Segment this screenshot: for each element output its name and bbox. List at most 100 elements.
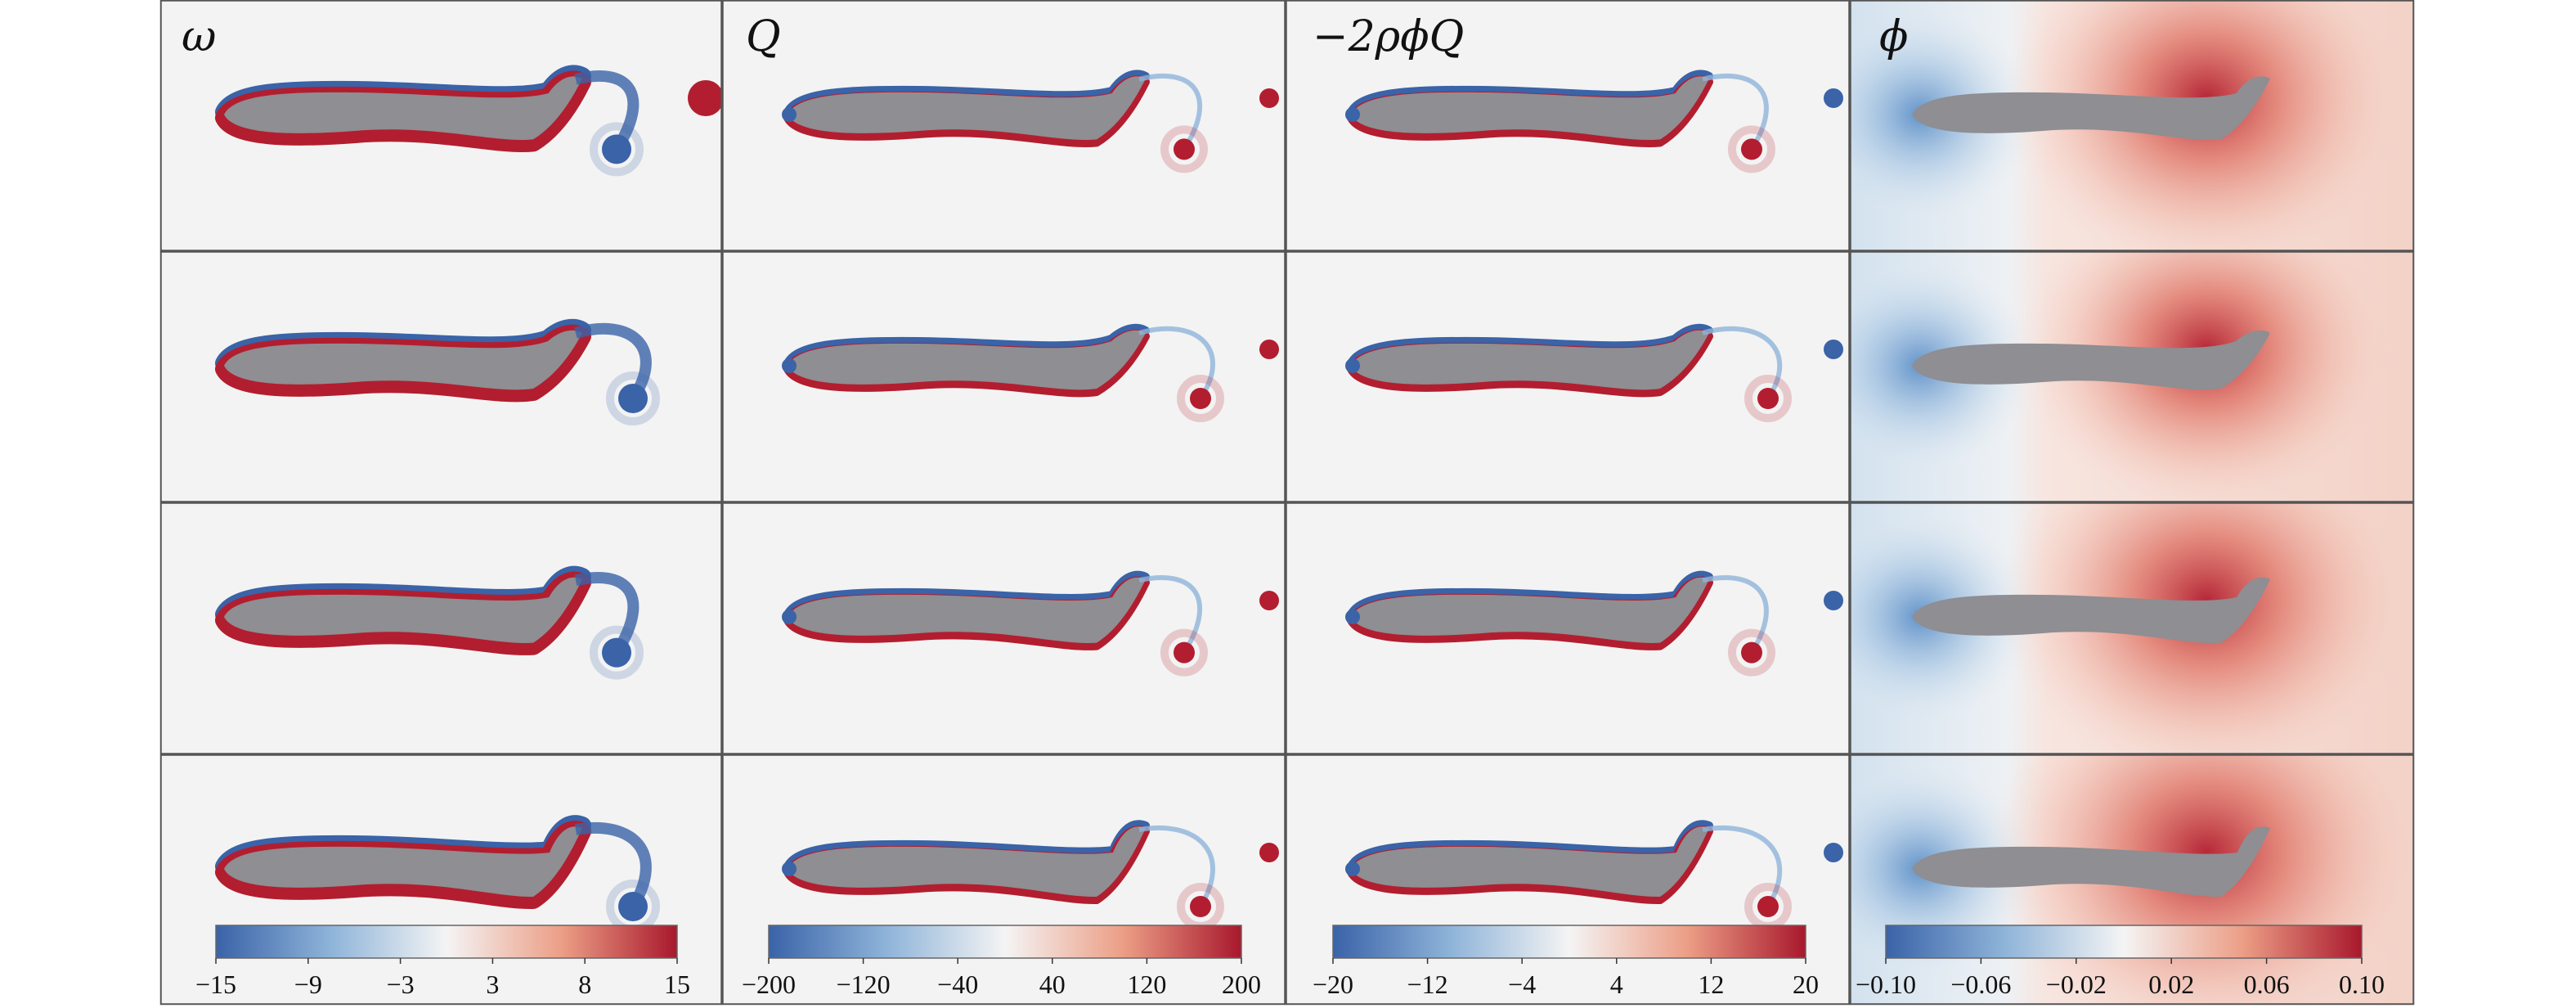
airfoil-body: [788, 330, 1146, 390]
shed-vortex: [618, 384, 648, 413]
leading-edge-spot: [1345, 862, 1360, 876]
colorbar-ramp: [215, 925, 678, 959]
colorbar-tick-label: 12: [1698, 970, 1724, 999]
colorbar-tick-label: −4: [1508, 970, 1536, 999]
airfoil-body: [224, 76, 582, 141]
airfoil-body: [1351, 330, 1709, 390]
colorbar-tick-label: 0.02: [2148, 970, 2194, 999]
colorbar-tick-label: −3: [387, 970, 415, 999]
shed-vortex: [1741, 641, 1762, 664]
colorbar-tick-label: 4: [1610, 970, 1623, 999]
downstream-vortex: [1259, 591, 1279, 610]
panel-c3-r2: [1285, 250, 1851, 503]
panel-frame: [159, 0, 723, 252]
shed-vortex: [1757, 388, 1779, 409]
shed-vortex: [1174, 138, 1195, 160]
panel-c2-r2: [721, 250, 1286, 503]
downstream-vortex: [1259, 843, 1279, 862]
wake-sheet: [1702, 74, 1769, 151]
panel-c4-r3: [1849, 502, 2415, 755]
column-titles: ω Q −2ρϕQ ϕ: [182, 12, 1908, 61]
colorbar-tick-label: −9: [294, 970, 322, 999]
airfoil-body: [1912, 577, 2270, 643]
panel-c1-r3: [159, 502, 723, 755]
shed-vortex-halo: [1160, 628, 1208, 677]
wake-sheet: [1138, 825, 1215, 908]
panel-c1-r4: [159, 754, 723, 1006]
downstream-vortex: [1824, 843, 1843, 862]
downstream-vortex: [1824, 88, 1843, 108]
colorbar-vorticity: −15 −9 −3 3 8 15: [195, 925, 690, 999]
panel-c3-r3: [1285, 502, 1851, 755]
colorbars: −15 −9 −3 3 8 15 −200 −120 −40 40 120 200 −20 −12 −4 4 1…: [195, 925, 2385, 999]
shed-vortex: [602, 134, 631, 164]
shed-vortex-halo: [1177, 375, 1224, 422]
leading-edge-spot: [1345, 610, 1360, 624]
panel-c1-r2: [159, 250, 723, 503]
panel-frame: [1285, 0, 1851, 252]
panel-frame: [721, 754, 1286, 1006]
colorbar-tick-label: −15: [195, 970, 236, 999]
airfoil-body: [788, 577, 1146, 643]
colorbar-tick-label: −0.02: [2046, 970, 2107, 999]
wake-sheet: [574, 322, 652, 402]
panel-frame: [721, 250, 1286, 503]
panel-frame: [159, 754, 723, 1006]
wake-sheet: [1702, 326, 1783, 400]
panel-frame: [1285, 250, 1851, 503]
leading-edge-spot: [782, 107, 797, 122]
airfoil-body: [788, 76, 1146, 141]
airfoil-body: [224, 577, 582, 643]
colorbar-tick-label: 40: [1039, 970, 1066, 999]
colorbar-influence-potential: −0.10 −0.06 −0.02 0.02 0.06 0.10: [1856, 925, 2385, 999]
shed-vortex: [1757, 896, 1779, 917]
downstream-vortex: [688, 80, 722, 116]
colorbar-tick-label: 200: [1222, 970, 1261, 999]
panel-frame: [159, 502, 723, 755]
colorbar-tick-label: −0.10: [1856, 970, 1916, 999]
shed-vortex: [1190, 388, 1211, 409]
wake-sheet: [1702, 574, 1769, 655]
downstream-vortex: [1824, 340, 1843, 359]
colorbar-ramp: [1332, 925, 1806, 959]
downstream-vortex: [1259, 340, 1279, 359]
panel-frame: [721, 0, 1286, 252]
colorbar-tick-label: −20: [1313, 970, 1353, 999]
leading-edge-spot: [782, 358, 797, 373]
wake-sheet: [1138, 574, 1202, 655]
colorbar-tick-label: −40: [937, 970, 978, 999]
airfoil-body: [224, 330, 582, 390]
column-title-force-density: −2ρϕQ: [1313, 12, 1464, 61]
shed-vortex: [618, 892, 648, 921]
wake-sheet: [1138, 326, 1215, 400]
colorbar-tick-label: −200: [742, 970, 796, 999]
airfoil-body: [1351, 577, 1709, 643]
column-title-q-criterion: Q: [746, 12, 781, 61]
panel-grid: [159, 0, 2415, 1006]
panel-frame: [1285, 754, 1851, 1006]
panel-frame: [1285, 502, 1851, 755]
colorbar-tick-label: 0.06: [2244, 970, 2290, 999]
panel-frame: [1849, 0, 2415, 252]
airfoil-body: [224, 826, 582, 898]
panel-c2-r3: [721, 502, 1286, 755]
panel-frame: [1849, 502, 2415, 755]
panel-frame: [159, 250, 723, 503]
panel-frame: [721, 502, 1286, 755]
shed-vortex-halo: [1744, 375, 1792, 422]
wake-sheet: [574, 821, 652, 910]
airfoil-body: [1351, 826, 1709, 898]
panel-c1-r1: [159, 0, 723, 252]
wake-sheet: [1702, 825, 1783, 908]
leading-edge-spot: [782, 862, 797, 876]
panel-frame: [1849, 754, 2415, 1006]
shed-vortex: [1174, 641, 1195, 664]
colorbar-tick-label: −12: [1407, 970, 1448, 999]
wake-sheet: [574, 571, 640, 656]
wake-sheet: [1138, 73, 1202, 151]
downstream-vortex: [1259, 88, 1279, 108]
colorbar-tick-label: 3: [486, 970, 499, 999]
shed-vortex-halo: [590, 122, 644, 177]
panel-c2-r1: [721, 0, 1286, 252]
